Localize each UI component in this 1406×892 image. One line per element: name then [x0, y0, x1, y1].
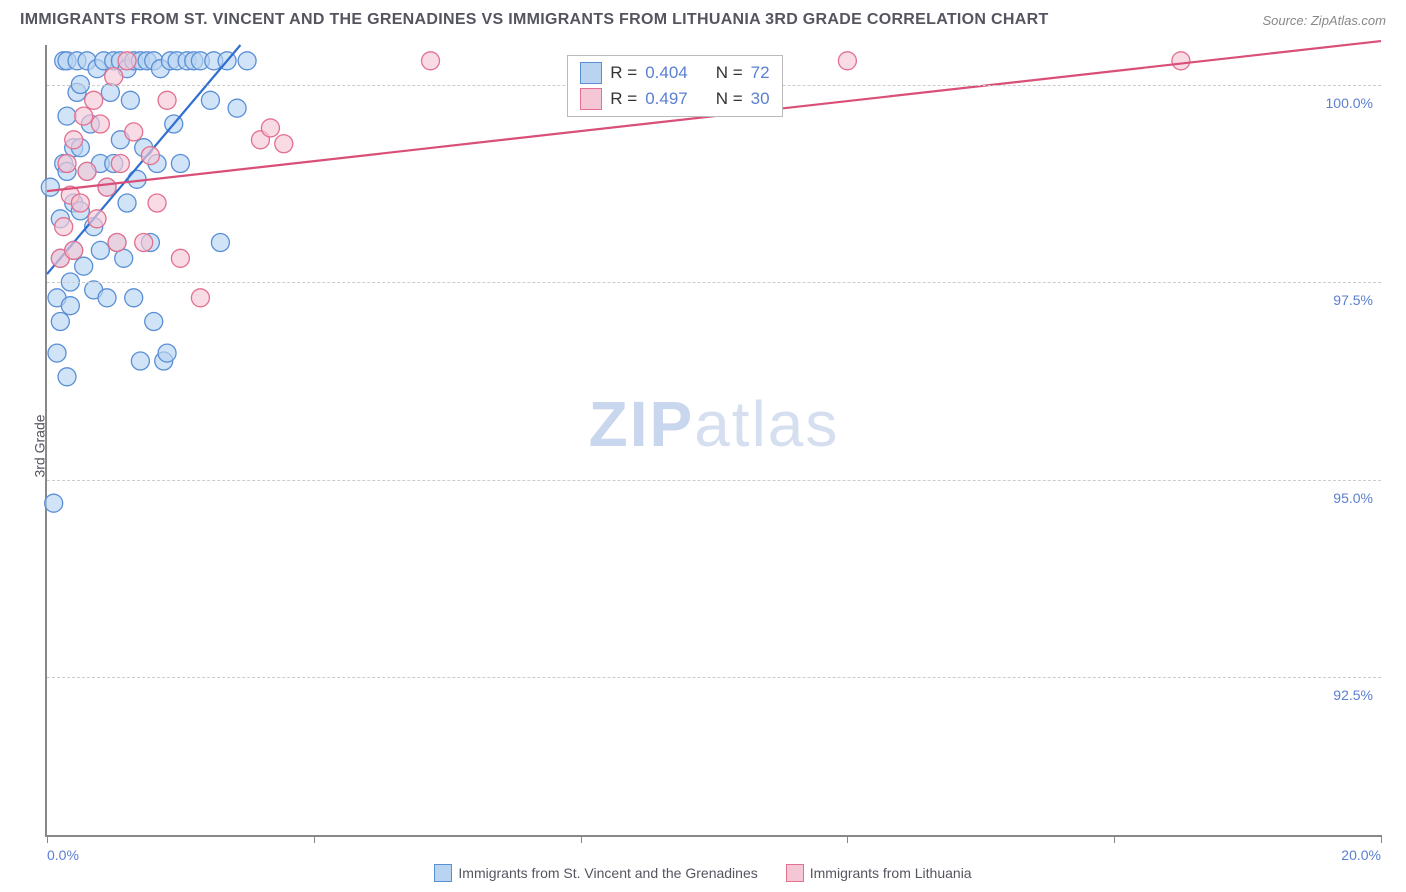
source-name: ZipAtlas.com — [1311, 13, 1386, 28]
scatter-point — [131, 352, 149, 370]
x-tick — [314, 835, 315, 843]
scatter-point — [125, 289, 143, 307]
scatter-point — [148, 194, 166, 212]
correlation-n-label: N = — [716, 63, 743, 83]
scatter-point — [121, 91, 139, 109]
correlation-r-value: 0.497 — [645, 89, 688, 109]
scatter-point — [58, 107, 76, 125]
correlation-row: R = 0.497 N = 30 — [580, 88, 769, 110]
correlation-r-label: R = — [610, 63, 637, 83]
scatter-point — [45, 494, 63, 512]
legend-label-b: Immigrants from Lithuania — [810, 865, 972, 881]
y-tick-label: 95.0% — [1333, 490, 1373, 506]
x-tick-label-right: 20.0% — [1341, 847, 1381, 863]
scatter-point — [211, 234, 229, 252]
scatter-point — [101, 83, 119, 101]
x-tick — [1114, 835, 1115, 843]
scatter-point — [85, 91, 103, 109]
legend-item-b: Immigrants from Lithuania — [786, 864, 972, 882]
scatter-point — [98, 289, 116, 307]
scatter-point — [65, 241, 83, 259]
x-tick-label-left: 0.0% — [47, 847, 79, 863]
source-credit: Source: ZipAtlas.com — [1262, 13, 1386, 28]
scatter-point — [158, 91, 176, 109]
scatter-point — [838, 52, 856, 70]
scatter-point — [71, 194, 89, 212]
scatter-point — [58, 155, 76, 173]
scatter-plot-svg — [47, 45, 1381, 835]
scatter-point — [51, 313, 69, 331]
scatter-point — [141, 147, 159, 165]
scatter-point — [61, 297, 79, 315]
scatter-point — [171, 155, 189, 173]
scatter-point — [111, 155, 129, 173]
scatter-point — [191, 289, 209, 307]
scatter-point — [58, 368, 76, 386]
legend-swatch-b — [786, 864, 804, 882]
y-tick-label: 92.5% — [1333, 687, 1373, 703]
legend-swatch-a — [434, 864, 452, 882]
y-tick-label: 97.5% — [1333, 292, 1373, 308]
chart-title: IMMIGRANTS FROM ST. VINCENT AND THE GREN… — [20, 11, 1049, 29]
scatter-point — [422, 52, 440, 70]
scatter-point — [91, 241, 109, 259]
correlation-row: R = 0.404 N = 72 — [580, 62, 769, 84]
scatter-point — [158, 344, 176, 362]
scatter-point — [48, 344, 66, 362]
scatter-point — [118, 52, 136, 70]
scatter-point — [88, 210, 106, 228]
x-tick — [847, 835, 848, 843]
scatter-point — [105, 68, 123, 86]
legend-bottom: Immigrants from St. Vincent and the Gren… — [0, 864, 1406, 882]
scatter-point — [65, 131, 83, 149]
gridline-h — [47, 677, 1381, 678]
legend-label-a: Immigrants from St. Vincent and the Gren… — [458, 865, 757, 881]
scatter-point — [41, 178, 59, 196]
correlation-n-value: 72 — [751, 63, 770, 83]
gridline-h — [47, 282, 1381, 283]
correlation-r-value: 0.404 — [645, 63, 688, 83]
scatter-point — [118, 194, 136, 212]
correlation-n-label: N = — [716, 89, 743, 109]
source-prefix: Source: — [1262, 13, 1310, 28]
chart-plot-area: ZIPatlas 92.5%95.0%97.5%100.0%0.0%20.0%R… — [45, 45, 1381, 837]
scatter-point — [261, 119, 279, 137]
correlation-swatch — [580, 62, 602, 84]
scatter-point — [75, 257, 93, 275]
correlation-n-value: 30 — [751, 89, 770, 109]
scatter-point — [238, 52, 256, 70]
x-tick — [47, 835, 48, 843]
scatter-point — [91, 115, 109, 133]
scatter-point — [98, 178, 116, 196]
gridline-h — [47, 480, 1381, 481]
scatter-point — [135, 234, 153, 252]
y-tick-label: 100.0% — [1326, 95, 1373, 111]
scatter-point — [201, 91, 219, 109]
scatter-point — [75, 107, 93, 125]
scatter-point — [78, 162, 96, 180]
scatter-point — [145, 313, 163, 331]
scatter-point — [275, 135, 293, 153]
scatter-point — [55, 218, 73, 236]
scatter-point — [228, 99, 246, 117]
correlation-swatch — [580, 88, 602, 110]
correlation-r-label: R = — [610, 89, 637, 109]
correlation-box: R = 0.404 N = 72 R = 0.497 N = 30 — [567, 55, 782, 117]
scatter-point — [125, 123, 143, 141]
x-tick — [581, 835, 582, 843]
scatter-point — [108, 234, 126, 252]
legend-item-a: Immigrants from St. Vincent and the Gren… — [434, 864, 757, 882]
scatter-point — [171, 249, 189, 267]
x-tick — [1381, 835, 1382, 843]
scatter-point — [1172, 52, 1190, 70]
